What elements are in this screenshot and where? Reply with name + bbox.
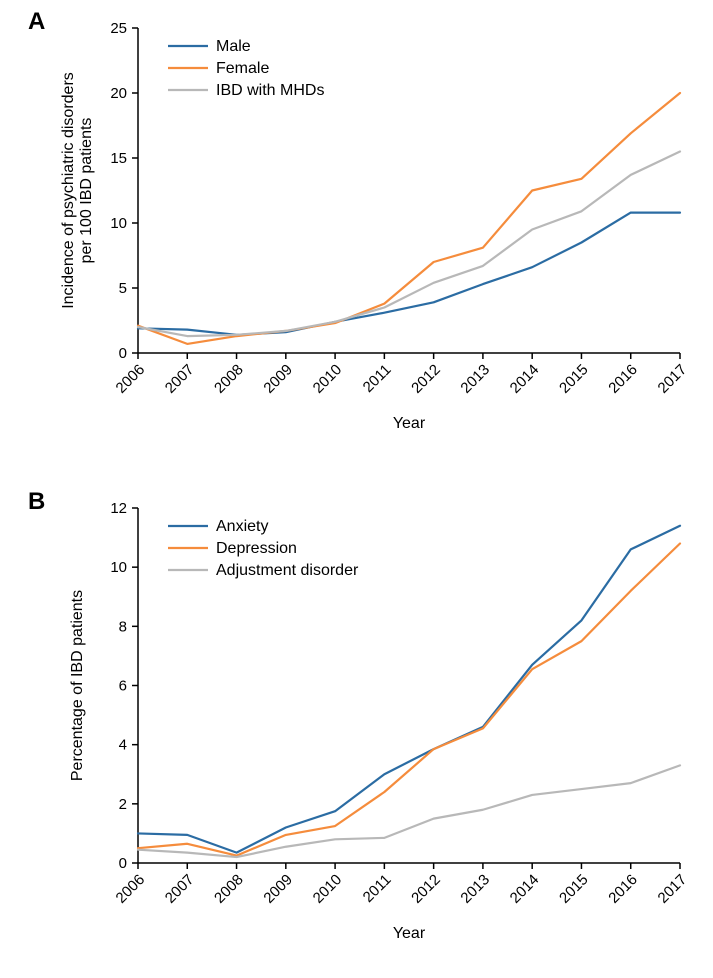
svg-text:2016: 2016 bbox=[605, 871, 641, 907]
svg-text:per 100 IBD patients: per 100 IBD patients bbox=[78, 118, 95, 264]
svg-text:2010: 2010 bbox=[310, 871, 346, 907]
svg-text:0: 0 bbox=[119, 345, 127, 362]
svg-text:0: 0 bbox=[119, 855, 127, 872]
svg-text:Male: Male bbox=[216, 38, 251, 55]
svg-text:8: 8 bbox=[119, 618, 127, 635]
panel-a-label: A bbox=[28, 8, 45, 36]
svg-text:Adjustment disorder: Adjustment disorder bbox=[216, 562, 359, 579]
svg-text:10: 10 bbox=[110, 559, 127, 576]
svg-text:2014: 2014 bbox=[507, 361, 543, 397]
svg-text:Year: Year bbox=[393, 415, 426, 432]
panel-a-chart: 0 5 10 15 20 25 2006 2007 2008 2009 2010 2011 2012 20… bbox=[60, 18, 700, 448]
svg-text:Anxiety: Anxiety bbox=[216, 518, 268, 535]
svg-text:12: 12 bbox=[110, 500, 127, 517]
svg-text:2008: 2008 bbox=[211, 361, 247, 397]
svg-text:2: 2 bbox=[119, 796, 127, 813]
svg-text:10: 10 bbox=[110, 215, 127, 232]
svg-text:Incidence of psychiatric disor: Incidence of psychiatric disorders bbox=[60, 72, 77, 309]
svg-text:Year: Year bbox=[393, 925, 426, 942]
svg-text:2012: 2012 bbox=[408, 361, 444, 397]
svg-text:2006: 2006 bbox=[113, 361, 149, 397]
svg-text:5: 5 bbox=[119, 280, 127, 297]
svg-text:2017: 2017 bbox=[655, 361, 691, 397]
svg-text:2006: 2006 bbox=[113, 871, 149, 907]
svg-text:2007: 2007 bbox=[162, 361, 198, 397]
svg-text:2017: 2017 bbox=[655, 871, 691, 907]
figure-page: A 05101520252006200720082009201020112012… bbox=[0, 0, 713, 978]
svg-text:2009: 2009 bbox=[260, 871, 296, 907]
svg-text:Depression: Depression bbox=[216, 540, 297, 557]
svg-text:2013: 2013 bbox=[457, 361, 493, 397]
svg-text:2010: 2010 bbox=[310, 361, 346, 397]
svg-text:2016: 2016 bbox=[605, 361, 641, 397]
svg-text:2015: 2015 bbox=[556, 871, 592, 907]
svg-text:Percentage of IBD patients: Percentage of IBD patients bbox=[69, 590, 86, 781]
svg-text:Female: Female bbox=[216, 60, 269, 77]
svg-text:2015: 2015 bbox=[556, 361, 592, 397]
svg-text:6: 6 bbox=[119, 678, 127, 695]
panel-b-chart: 0 2 4 6 8 10 12 2006 2007 2008 2009 2010 2011 2012 201… bbox=[60, 498, 700, 958]
svg-text:IBD with MHDs: IBD with MHDs bbox=[216, 82, 324, 99]
svg-text:2011: 2011 bbox=[360, 871, 395, 906]
svg-text:2011: 2011 bbox=[360, 361, 395, 396]
svg-text:2012: 2012 bbox=[408, 871, 444, 907]
svg-text:2013: 2013 bbox=[457, 871, 493, 907]
panel-b-label: B bbox=[28, 488, 45, 516]
svg-text:4: 4 bbox=[119, 737, 127, 754]
svg-text:2014: 2014 bbox=[507, 871, 543, 907]
svg-text:20: 20 bbox=[110, 85, 127, 102]
svg-text:2007: 2007 bbox=[162, 871, 198, 907]
svg-text:25: 25 bbox=[110, 20, 127, 37]
svg-text:15: 15 bbox=[110, 150, 127, 167]
svg-text:2008: 2008 bbox=[211, 871, 247, 907]
svg-text:2009: 2009 bbox=[260, 361, 296, 397]
